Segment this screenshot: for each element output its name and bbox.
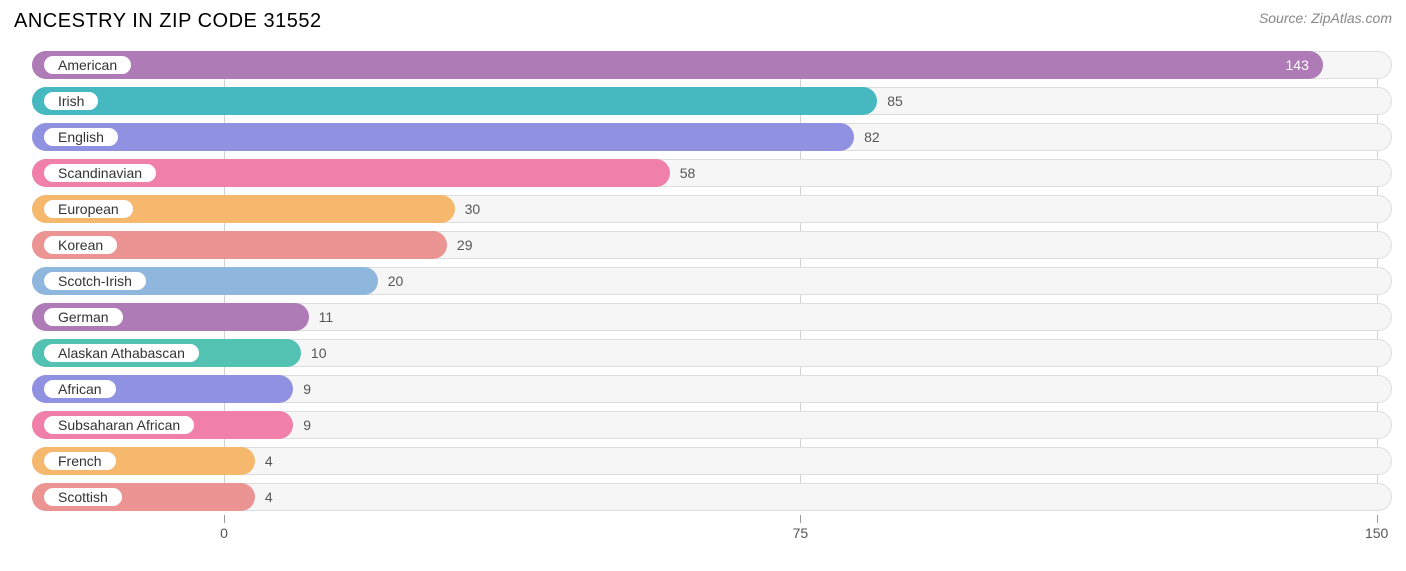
category-pill: Irish xyxy=(42,90,100,112)
category-pill: Subsaharan African xyxy=(42,414,196,436)
category-pill: German xyxy=(42,306,125,328)
category-pill: American xyxy=(42,54,133,76)
bar-value: 82 xyxy=(864,123,880,151)
bar-row: Scandinavian 58 xyxy=(14,159,1392,187)
category-pill: Alaskan Athabascan xyxy=(42,342,201,364)
category-pill: Scandinavian xyxy=(42,162,158,184)
category-pill: Korean xyxy=(42,234,119,256)
bar-row: French 4 xyxy=(14,447,1392,475)
bar-fill xyxy=(32,123,854,151)
category-pill: African xyxy=(42,378,118,400)
category-pill: Scottish xyxy=(42,486,124,508)
bar-value: 20 xyxy=(388,267,404,295)
category-pill: English xyxy=(42,126,120,148)
bar-row: European 30 xyxy=(14,195,1392,223)
bar-value: 30 xyxy=(465,195,481,223)
bar-row: Alaskan Athabascan 10 xyxy=(14,339,1392,367)
axis-tick-label: 75 xyxy=(793,525,809,541)
bar-row: Irish 85 xyxy=(14,87,1392,115)
axis-tick xyxy=(800,515,801,523)
bar-container: American 143 Irish 85 English 82 Scandinavian 5… xyxy=(14,51,1392,511)
bar-fill xyxy=(32,87,877,115)
bar-row: Scottish 4 xyxy=(14,483,1392,511)
category-pill: European xyxy=(42,198,135,220)
bar-value: 143 xyxy=(1286,51,1309,79)
bar-row: English 82 xyxy=(14,123,1392,151)
chart-header: ANCESTRY IN ZIP CODE 31552 Source: ZipAt… xyxy=(14,10,1392,33)
bar-fill xyxy=(32,51,1323,79)
bar-value: 4 xyxy=(265,483,273,511)
bar-value: 9 xyxy=(303,411,311,439)
bar-row: American 143 xyxy=(14,51,1392,79)
axis-tick xyxy=(224,515,225,523)
bar-value: 85 xyxy=(887,87,903,115)
category-pill: French xyxy=(42,450,118,472)
bar-value: 9 xyxy=(303,375,311,403)
bar-value: 29 xyxy=(457,231,473,259)
bar-row: Scotch-Irish 20 xyxy=(14,267,1392,295)
bar-row: Korean 29 xyxy=(14,231,1392,259)
chart-source: Source: ZipAtlas.com xyxy=(1259,10,1392,26)
bar-row: Subsaharan African 9 xyxy=(14,411,1392,439)
bar-row: German 11 xyxy=(14,303,1392,331)
bar-value: 10 xyxy=(311,339,327,367)
x-axis: 0 75 150 xyxy=(14,515,1392,545)
bar-value: 11 xyxy=(319,303,334,331)
bar-value: 4 xyxy=(265,447,273,475)
axis-tick xyxy=(1377,515,1378,523)
bar-row: African 9 xyxy=(14,375,1392,403)
chart-area: American 143 Irish 85 English 82 Scandinavian 5… xyxy=(14,51,1392,545)
bar-value: 58 xyxy=(680,159,696,187)
axis-tick-label: 0 xyxy=(220,525,228,541)
category-pill: Scotch-Irish xyxy=(42,270,148,292)
axis-tick-label: 150 xyxy=(1365,525,1388,541)
chart-title: ANCESTRY IN ZIP CODE 31552 xyxy=(14,10,322,33)
